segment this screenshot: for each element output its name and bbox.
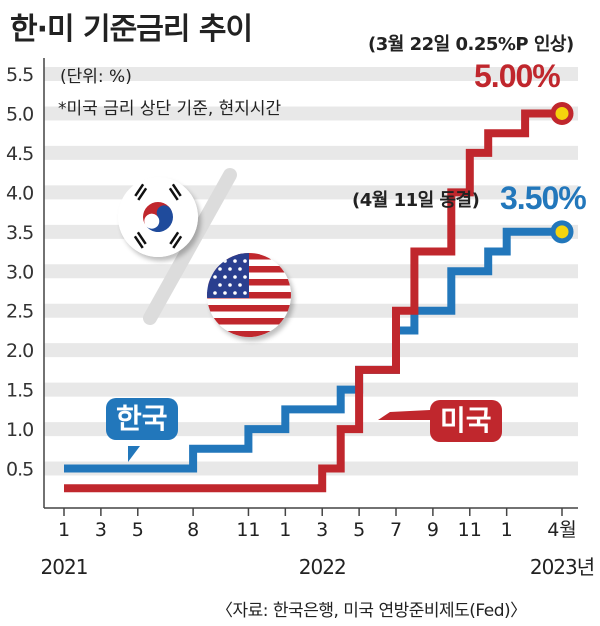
korea-end-marker (550, 220, 574, 244)
chart-title: 한·미 기준금리 추이 (10, 12, 253, 47)
x-year-label: 2023년 (530, 555, 594, 579)
source-note: 〈자료: 한국은행, 미국 연방준비제도(Fed)〉 (216, 601, 527, 621)
x-tick-label: 3 (316, 519, 328, 541)
x-tick-label: 11 (458, 519, 482, 541)
footnote: *미국 금리 상단 기준, 현지시간 (58, 99, 282, 119)
x-tick-label: 1 (58, 519, 70, 541)
y-tick-label: 0.5 (6, 459, 33, 481)
us-end-marker (550, 101, 574, 125)
us-annotation: (3월 22일 0.25%P 인상) (368, 34, 574, 55)
korea-flag-icon (118, 177, 198, 257)
x-tick-label: 4월 (547, 519, 577, 541)
y-tick-label: 3.5 (6, 222, 33, 244)
y-tick-label: 1.5 (6, 380, 33, 402)
us-flag-icon (207, 253, 291, 337)
y-tick-label: 5.0 (6, 103, 33, 125)
x-tick-label: 9 (427, 519, 439, 541)
us-rate-line (64, 109, 562, 493)
x-tick-label: 3 (95, 519, 107, 541)
us-final-value: 5.00% (474, 58, 561, 94)
unit-label: (단위: %) (60, 67, 132, 87)
x-tick-label: 8 (187, 519, 199, 541)
x-tick-label: 1 (279, 519, 291, 541)
y-tick-label: 3.0 (6, 261, 33, 283)
x-tick-label: 7 (390, 519, 402, 541)
us-callout-pointer (378, 410, 430, 420)
x-year-label: 2021 (41, 555, 88, 579)
y-tick-label: 4.0 (6, 182, 33, 204)
y-tick-label: 2.5 (6, 301, 33, 323)
y-tick-label: 5.5 (6, 64, 33, 86)
x-tick-label: 5 (132, 519, 144, 541)
korea-callout-pointer (128, 446, 140, 462)
y-tick-label: 4.5 (6, 143, 33, 165)
y-tick-label: 2.0 (6, 340, 33, 362)
x-tick-label: 5 (353, 519, 365, 541)
us-legend-callout: 미국 (430, 400, 502, 442)
x-year-label: 2022 (299, 555, 346, 579)
y-tick-label: 1.0 (6, 419, 33, 441)
x-tick-label: 1 (501, 519, 513, 541)
percent-sign-icon (143, 168, 237, 325)
korea-final-value: 3.50% (500, 180, 587, 216)
x-tick-label: 11 (236, 519, 260, 541)
korea-legend-callout: 한국 (106, 398, 178, 440)
korea-annotation: (4월 11일 동결) (352, 190, 480, 211)
